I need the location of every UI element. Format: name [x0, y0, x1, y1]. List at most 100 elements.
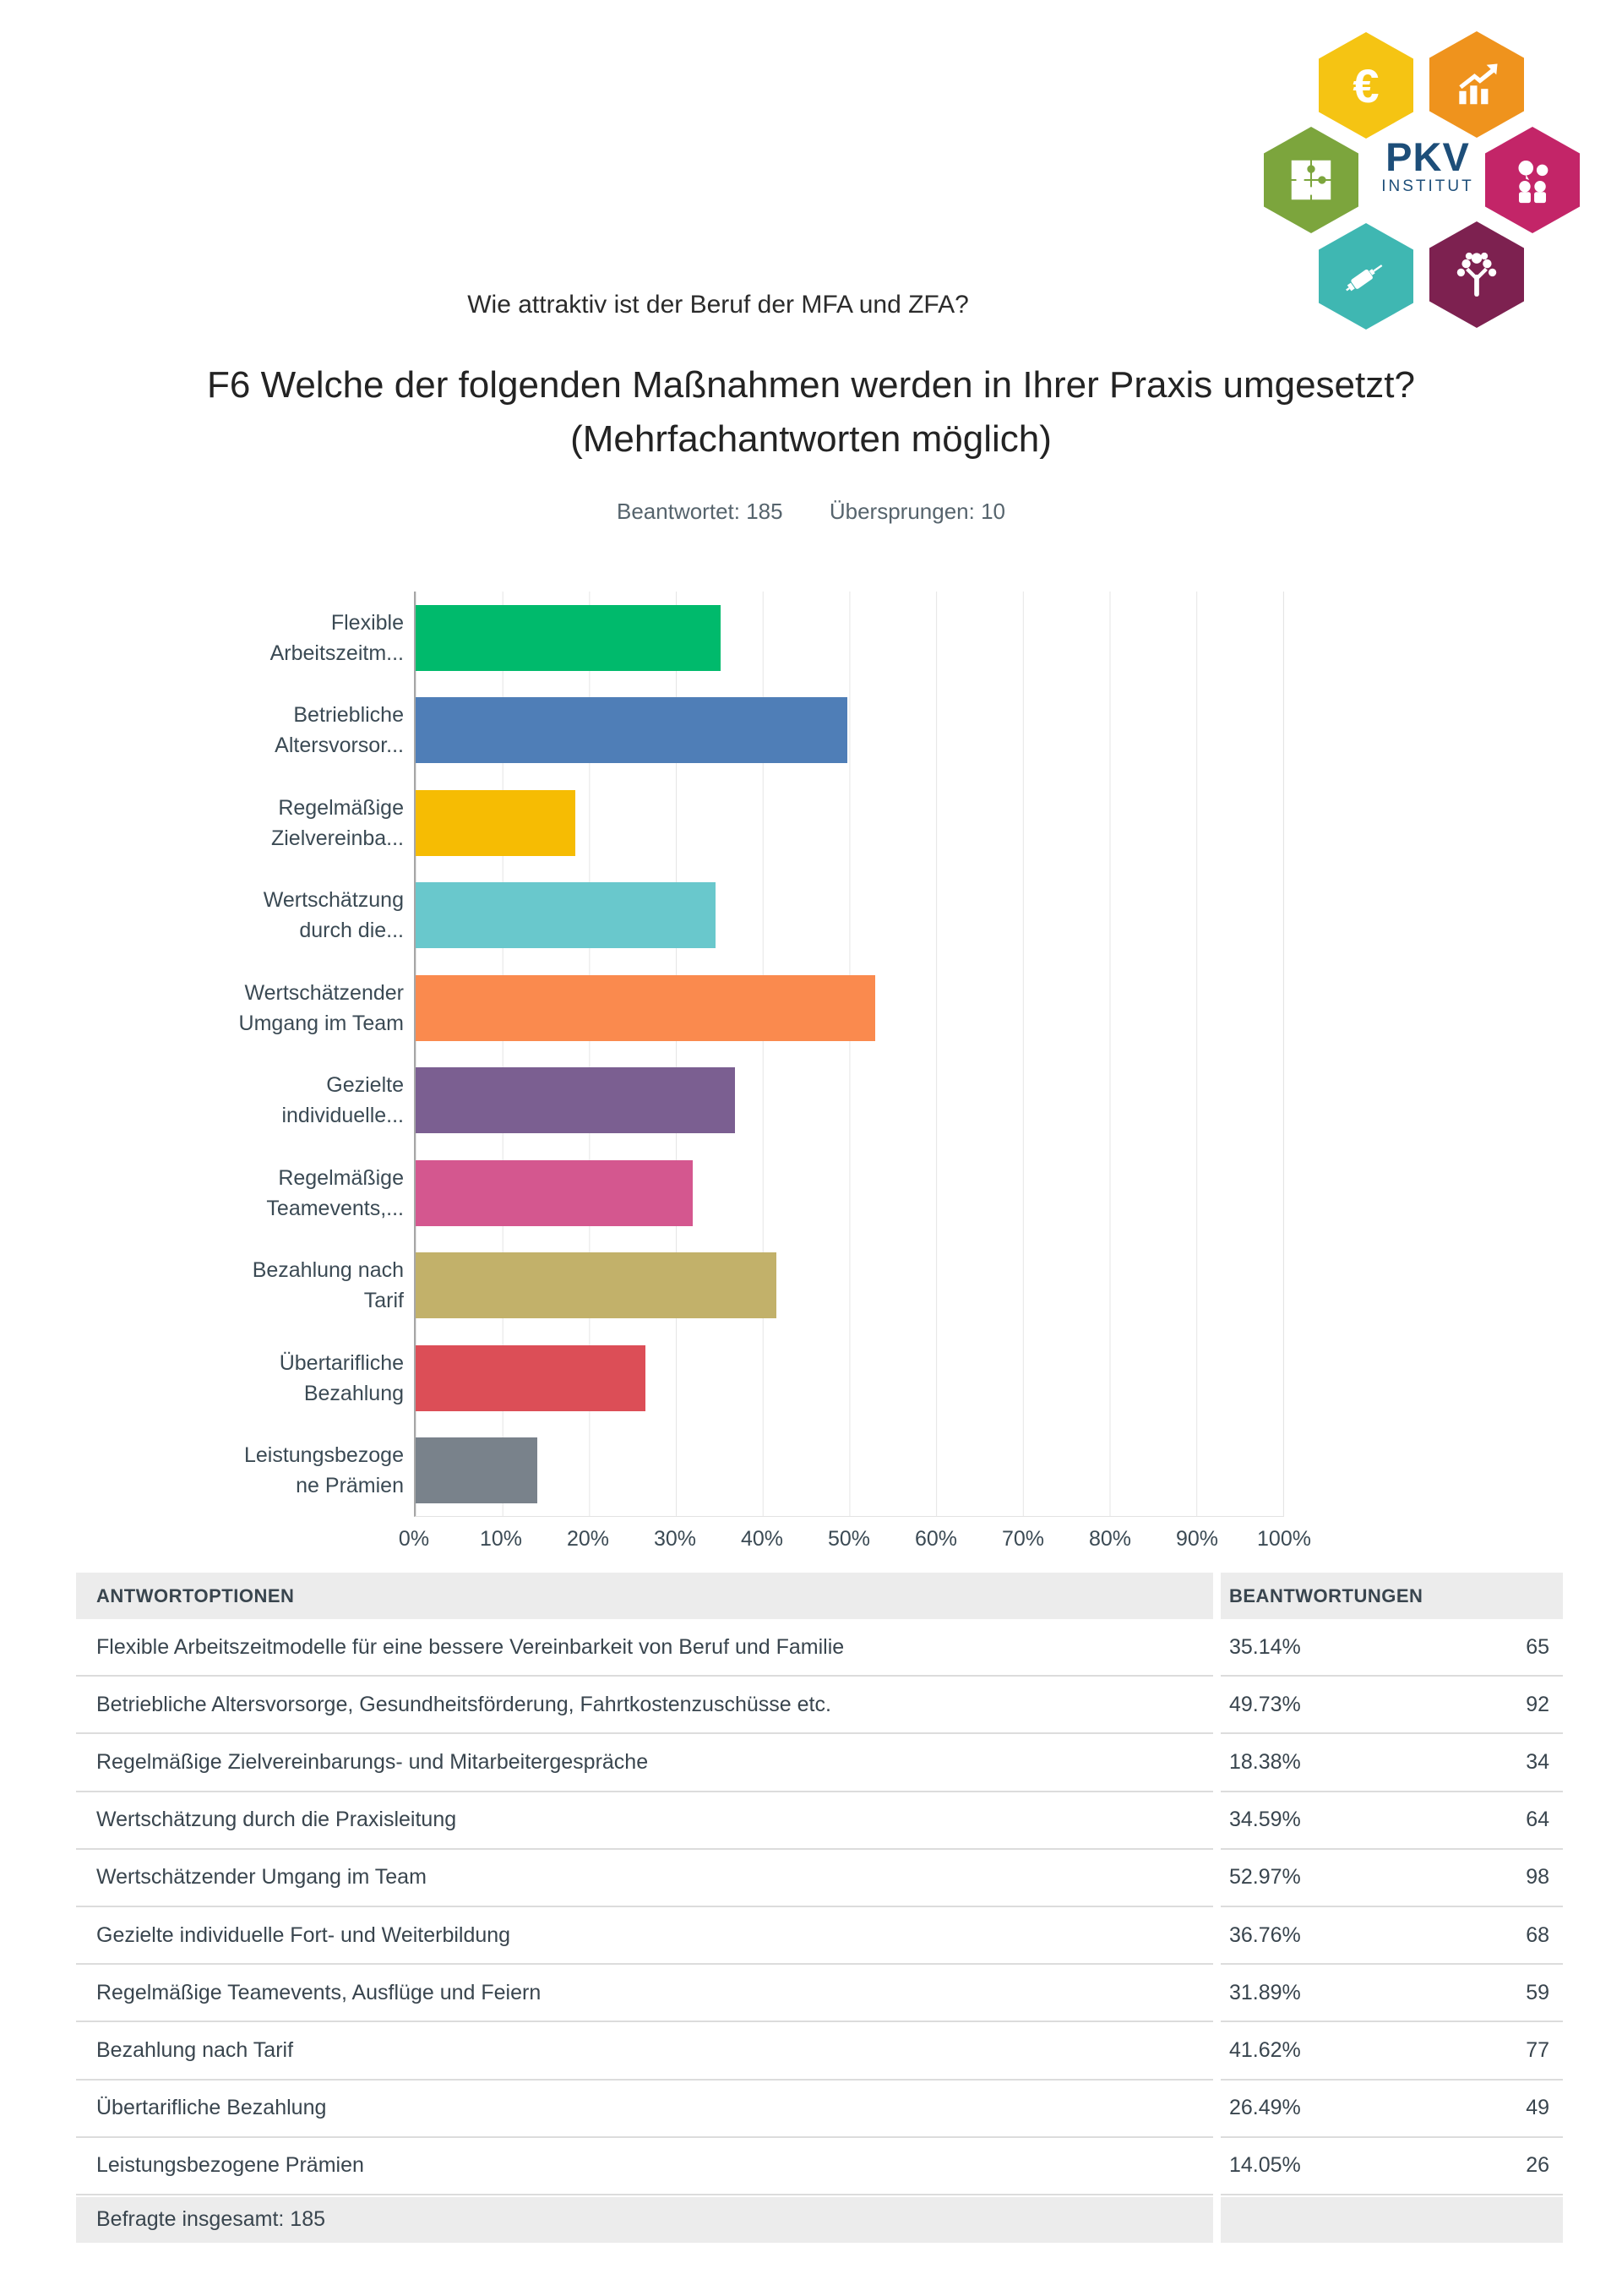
response-values: 52.97% 98 — [1221, 1849, 1563, 1907]
results-table: ANTWORTOPTIONEN BEANTWORTUNGEN Flexible … — [76, 1573, 1563, 2243]
table-row: Betriebliche Altersvorsorge, Gesundheits… — [76, 1677, 1563, 1735]
bar-chart: Flexible Arbeitszeitm... Betriebliche Al… — [224, 592, 1284, 1517]
response-count: 65 — [1526, 1634, 1549, 1659]
category-label: Leistungsbezoge ne Prämien — [243, 1443, 404, 1498]
table-body: Flexible Arbeitszeitmodelle für eine bes… — [76, 1619, 1563, 2195]
x-axis-tick: 90% — [1175, 1527, 1219, 1551]
chart-x-axis: 0% 10% 20% 30% 40% 50% 60% 70% 80% 90% 1… — [399, 1527, 1311, 1561]
response-percent: 34.59% — [1229, 1808, 1301, 1832]
bar — [416, 974, 875, 1041]
bar — [416, 1159, 693, 1226]
tree-icon — [1429, 221, 1524, 328]
answer-option: Flexible Arbeitszeitmodelle für eine bes… — [76, 1619, 1213, 1677]
bar-slot — [416, 684, 1283, 777]
survey-title: Wie attraktiv ist der Beruf der MFA und … — [467, 291, 969, 319]
response-values: 41.62% 77 — [1221, 2022, 1563, 2081]
answer-options-header: ANTWORTOPTIONEN — [76, 1573, 1213, 1619]
x-axis-tick: 40% — [740, 1527, 784, 1551]
response-percent: 26.49% — [1229, 2096, 1301, 2120]
response-meta: Beantwortet: 185 Übersprungen: 10 — [0, 499, 1622, 525]
growth-chart-icon — [1429, 31, 1524, 138]
logo-wordmark: PKV INSTITUT — [1358, 137, 1497, 196]
answer-option: Wertschätzung durch die Praxisleitung — [76, 1792, 1213, 1850]
answer-option: Wertschätzender Umgang im Team — [76, 1849, 1213, 1907]
bar-slot — [416, 1425, 1283, 1518]
response-count: 98 — [1526, 1865, 1549, 1890]
x-axis-tick: 20% — [566, 1527, 610, 1551]
response-values: 35.14% 65 — [1221, 1619, 1563, 1677]
x-axis-tick: 70% — [1001, 1527, 1045, 1551]
table-row: Leistungsbezogene Prämien 14.05% 26 — [76, 2137, 1563, 2195]
answer-option: Regelmäßige Zielvereinbarungs- und Mitar… — [76, 1734, 1213, 1792]
bar-slot — [416, 870, 1283, 963]
response-count: 92 — [1526, 1692, 1549, 1716]
bar — [416, 1067, 735, 1134]
total-respondents: Befragte insgesamt: 185 — [76, 2196, 1213, 2243]
response-values: 14.05% 26 — [1221, 2137, 1563, 2195]
response-percent: 31.89% — [1229, 1980, 1301, 2004]
table-row: Wertschätzender Umgang im Team 52.97% 98 — [76, 1849, 1563, 1907]
bar-slot — [416, 962, 1283, 1055]
bar-slot — [416, 777, 1283, 870]
chart-plot-area — [414, 592, 1284, 1517]
category-label: Gezielte individuelle... — [281, 1073, 404, 1128]
x-axis-tick: 80% — [1088, 1527, 1132, 1551]
response-count: 64 — [1526, 1808, 1549, 1832]
answer-option: Leistungsbezogene Prämien — [76, 2137, 1213, 2195]
category-label: Wertschätzung durch die... — [263, 888, 404, 943]
response-percent: 49.73% — [1229, 1692, 1301, 1716]
response-percent: 18.38% — [1229, 1749, 1301, 1774]
puzzle-icon — [1264, 127, 1358, 233]
response-count: 49 — [1526, 2096, 1549, 2120]
category-label: Übertarifliche Bezahlung — [279, 1350, 404, 1405]
people-chat-icon — [1485, 127, 1580, 233]
category-label: Regelmäßige Zielvereinba... — [270, 795, 404, 850]
pkv-institut-logo: € PKV INSTITUT — [1259, 10, 1597, 341]
answer-option: Regelmäßige Teamevents, Ausflüge und Fei… — [76, 1965, 1213, 2023]
category-label: Regelmäßige Teamevents,... — [266, 1165, 404, 1220]
bar — [416, 789, 575, 856]
response-percent: 35.14% — [1229, 1634, 1301, 1659]
table-row: Bezahlung nach Tarif 41.62% 77 — [76, 2022, 1563, 2081]
response-values: 31.89% 59 — [1221, 1965, 1563, 2023]
euro-icon: € — [1319, 32, 1413, 139]
response-percent: 41.62% — [1229, 2037, 1301, 2062]
bar-slot — [416, 1332, 1283, 1425]
bar-slot — [416, 592, 1283, 684]
bar — [416, 1344, 646, 1411]
responses-header: BEANTWORTUNGEN — [1221, 1573, 1563, 1619]
answer-option: Gezielte individuelle Fort- und Weiterbi… — [76, 1906, 1213, 1966]
category-label: Betriebliche Altersvorsor... — [275, 703, 404, 758]
x-axis-tick: 10% — [479, 1527, 523, 1551]
category-label: Flexible Arbeitszeitm... — [269, 610, 404, 665]
category-label: Bezahlung nach Tarif — [252, 1258, 404, 1313]
table-row: Regelmäßige Zielvereinbarungs- und Mitar… — [76, 1734, 1563, 1792]
bar — [416, 1437, 538, 1504]
answer-option: Übertarifliche Bezahlung — [76, 2080, 1213, 2138]
table-row: Regelmäßige Teamevents, Ausflüge und Fei… — [76, 1965, 1563, 2023]
response-values: 34.59% 64 — [1221, 1792, 1563, 1850]
table-header-row: ANTWORTOPTIONEN BEANTWORTUNGEN — [76, 1573, 1563, 1619]
response-values: 18.38% 34 — [1221, 1734, 1563, 1792]
logo-brand: PKV — [1385, 134, 1470, 179]
x-axis-tick: 30% — [653, 1527, 697, 1551]
x-axis-tick: 50% — [827, 1527, 871, 1551]
bar — [416, 882, 716, 949]
bar — [416, 1252, 777, 1319]
bar-slot — [416, 1055, 1283, 1148]
skipped-count: Übersprungen: 10 — [829, 499, 1005, 524]
table-row: Wertschätzung durch die Praxisleitung 34… — [76, 1792, 1563, 1850]
logo-brand-sub: INSTITUT — [1381, 177, 1474, 195]
category-label: Wertschätzender Umgang im Team — [238, 980, 404, 1035]
bar-slot — [416, 1147, 1283, 1240]
bar — [416, 697, 847, 764]
response-count: 26 — [1526, 2153, 1549, 2178]
answer-option: Bezahlung nach Tarif — [76, 2022, 1213, 2081]
response-count: 34 — [1526, 1749, 1549, 1774]
bar-slot — [416, 1240, 1283, 1333]
response-count: 77 — [1526, 2037, 1549, 2062]
response-percent: 14.05% — [1229, 2153, 1301, 2178]
response-percent: 52.97% — [1229, 1865, 1301, 1890]
bar — [416, 604, 721, 671]
response-count: 59 — [1526, 1980, 1549, 2004]
